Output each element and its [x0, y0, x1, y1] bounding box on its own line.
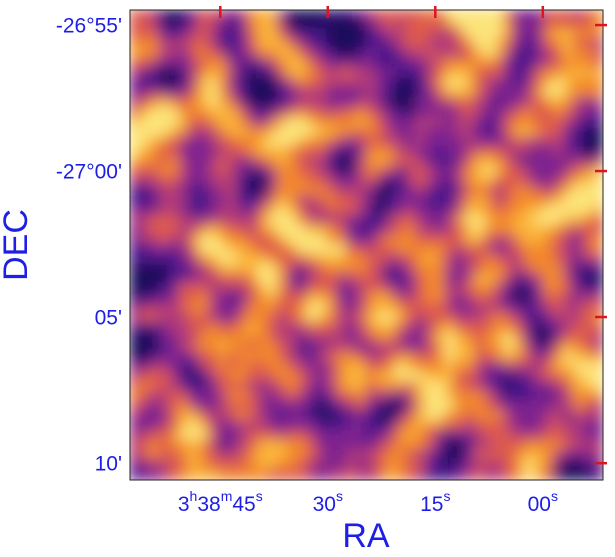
image-texture — [130, 10, 603, 480]
x-tick-label: 30s​ — [313, 488, 343, 516]
y-tick-label: -27°00' — [56, 161, 122, 184]
x-tick-label: 00s​ — [528, 488, 558, 516]
y-tick-label: 10' — [95, 453, 122, 476]
x-tick-label: 15s​ — [420, 488, 450, 516]
x-axis-label: RA — [342, 517, 390, 555]
y-axis-label: DEC — [0, 209, 35, 281]
y-tick-label: 05' — [95, 307, 122, 330]
image — [130, 10, 603, 480]
x-tick-label: 3h​38m​45s​ — [178, 488, 263, 516]
y-tick-label: -26°55' — [56, 15, 122, 38]
plot-frame — [129, 9, 604, 481]
